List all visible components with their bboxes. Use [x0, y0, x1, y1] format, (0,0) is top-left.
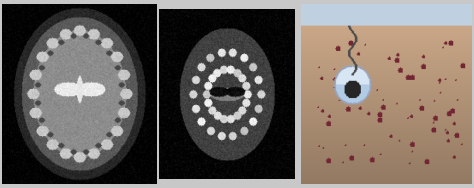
- Text: C: C: [303, 11, 312, 24]
- Text: B: B: [161, 11, 171, 24]
- Text: A: A: [5, 11, 14, 24]
